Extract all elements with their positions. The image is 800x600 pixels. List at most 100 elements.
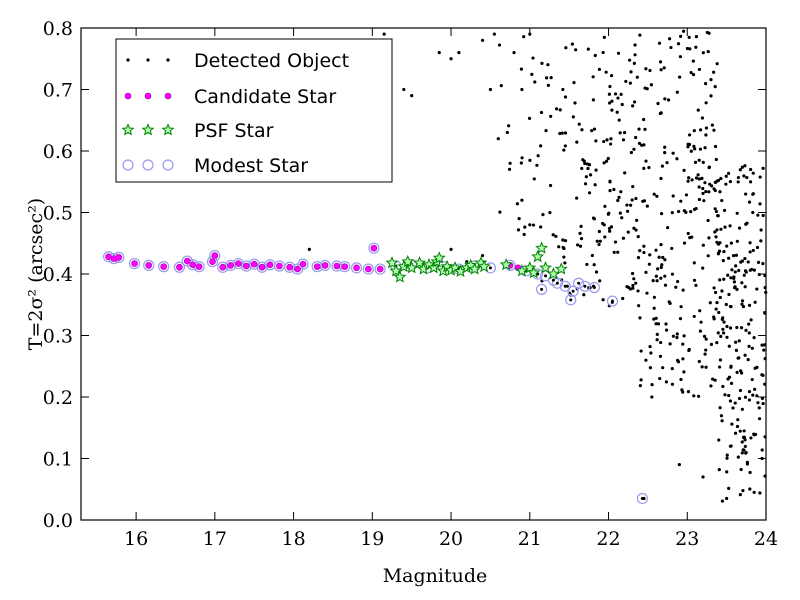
detected-object-point	[708, 301, 712, 305]
psf-star-point	[554, 262, 568, 275]
detected-object-point	[701, 266, 705, 270]
detected-object-point	[558, 131, 562, 136]
detected-object-point	[437, 51, 441, 55]
detected-object-point	[745, 460, 750, 464]
detected-object-point	[654, 322, 658, 326]
detected-object-point	[563, 239, 568, 243]
detected-object-point	[693, 160, 698, 164]
detected-object-point	[658, 354, 663, 358]
detected-object-point	[576, 243, 580, 247]
detected-object-point	[727, 486, 731, 491]
detected-object-point	[719, 414, 724, 418]
detected-object-point	[740, 440, 744, 444]
detected-object-point	[578, 231, 582, 235]
modest-star-point	[128, 257, 141, 270]
detected-object-point	[655, 332, 659, 336]
candidate-star-point	[353, 264, 360, 272]
detected-object-point	[570, 42, 575, 46]
detected-object-point	[702, 334, 707, 338]
modest-star-core	[569, 298, 573, 302]
detected-object-point	[608, 180, 612, 184]
detected-object-point	[659, 242, 663, 247]
detected-object-point	[609, 225, 614, 229]
modest-star-point	[536, 283, 548, 295]
legend: Detected Object Candidate Star PSF Star Mod…	[115, 38, 393, 183]
detected-object-point	[597, 242, 601, 247]
detected-object-point	[639, 378, 643, 382]
detected-object-point	[675, 335, 679, 340]
detected-object-point	[636, 255, 641, 260]
detected-object-point	[738, 388, 743, 393]
legend-marker	[161, 123, 175, 136]
detected-object-point	[704, 101, 708, 105]
detected-object-point	[707, 236, 711, 240]
detected-object-point	[687, 348, 691, 353]
detected-object-point	[725, 244, 729, 248]
candidate-star-point	[365, 265, 372, 273]
detected-object-point	[712, 128, 716, 132]
detected-object-point	[563, 144, 567, 148]
detected-object-point	[660, 263, 664, 267]
detected-object-point	[714, 235, 718, 239]
detected-object-point	[651, 279, 655, 283]
psf-star-point	[539, 261, 553, 274]
detected-object-point	[676, 42, 681, 46]
detected-object-point	[593, 53, 597, 58]
detected-object-point	[520, 156, 524, 160]
detected-object-point	[700, 365, 704, 369]
detected-object-point	[740, 371, 744, 375]
detected-object-point	[736, 418, 740, 422]
detected-object-point	[692, 144, 696, 148]
detected-object-point	[582, 159, 586, 163]
modest-star-point	[588, 281, 600, 294]
y-tick-label: 0.1	[43, 449, 73, 471]
detected-object-point	[632, 277, 636, 281]
legend-marker	[142, 159, 154, 171]
detected-object-point	[714, 307, 718, 311]
detected-object-point	[749, 436, 753, 440]
modest-star-point	[232, 257, 245, 270]
detected-object-point	[457, 51, 461, 55]
detected-object-point	[558, 108, 562, 112]
detected-object-point	[609, 137, 613, 141]
modest-star-core	[571, 289, 575, 293]
x-tick-label: 18	[281, 528, 305, 550]
detected-object-point	[744, 328, 748, 332]
data-marks	[102, 29, 768, 505]
detected-object-point	[748, 250, 752, 254]
detected-object-point	[536, 154, 540, 158]
detected-object-point	[628, 58, 632, 62]
detected-object-point	[724, 174, 728, 178]
detected-object-point	[605, 138, 609, 142]
detected-object-point	[631, 286, 635, 290]
detected-object-point	[632, 61, 637, 65]
detected-object-point	[666, 98, 671, 102]
modest-star-point	[143, 259, 155, 271]
detected-object-point	[717, 467, 721, 472]
detected-object-point	[602, 161, 606, 165]
detected-object-point	[677, 75, 682, 79]
detected-object-point	[579, 224, 583, 228]
detected-object-point	[662, 66, 666, 70]
detected-object-point	[665, 161, 669, 165]
detected-object-point	[641, 199, 645, 203]
detected-object-point	[652, 317, 656, 321]
detected-object-point	[659, 176, 663, 181]
detected-object-point	[702, 199, 706, 203]
detected-object-point	[698, 147, 703, 151]
detected-object-point	[698, 329, 703, 333]
detected-object-point	[712, 187, 716, 191]
detected-object-point	[718, 278, 722, 282]
detected-object-point	[690, 235, 694, 239]
detected-object-point	[703, 352, 707, 356]
detected-object-point	[720, 419, 724, 423]
detected-object-point	[598, 279, 602, 283]
detected-object-point	[533, 80, 537, 84]
detected-object-point	[686, 231, 690, 236]
detected-object-point	[508, 161, 512, 165]
detected-object-point	[736, 180, 740, 184]
modest-star-point	[173, 261, 186, 273]
detected-object-point	[644, 67, 648, 71]
detected-object-point	[573, 101, 577, 105]
detected-object-point	[638, 249, 642, 253]
